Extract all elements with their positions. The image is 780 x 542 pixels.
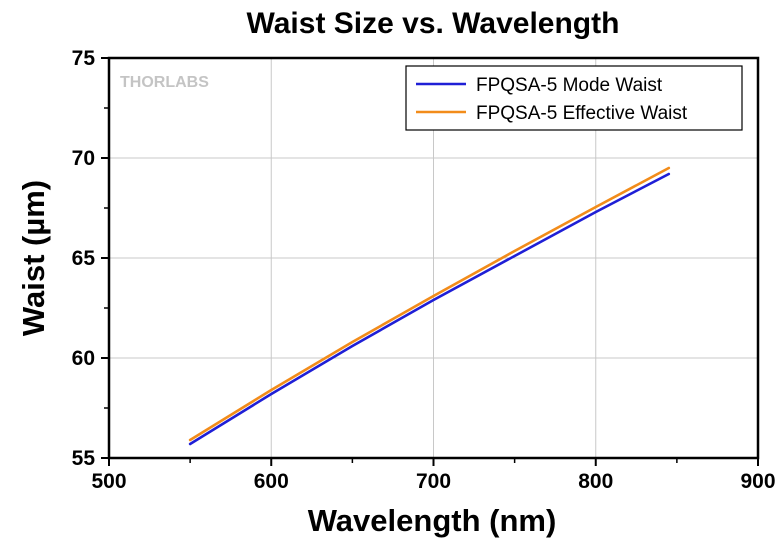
watermark-logo: THORLABS <box>120 74 209 91</box>
x-tick-label: 500 <box>91 470 126 493</box>
axis-ticks: 500 600 700 800 900 55 60 65 70 75 <box>72 47 776 493</box>
x-tick-label: 800 <box>578 470 613 493</box>
y-tick-label: 70 <box>72 147 95 170</box>
chart-title: Waist Size vs. Wavelength <box>247 7 620 40</box>
series-line-2 <box>188 166 671 442</box>
x-tick-label: 700 <box>416 470 451 493</box>
x-tick-label: 900 <box>740 470 775 493</box>
y-tick-label: 65 <box>72 247 96 270</box>
y-tick-label: 60 <box>72 347 95 370</box>
legend-label-2: FPQSA-5 Effective Waist <box>476 103 688 124</box>
y-axis-label: Waist (µm) <box>16 180 51 336</box>
legend: FPQSA-5 Mode Waist FPQSA-5 Effective Wais… <box>405 65 743 131</box>
series-lines <box>188 166 671 446</box>
y-tick-label: 55 <box>72 447 96 470</box>
y-tick-label: 75 <box>72 47 96 70</box>
x-axis-label: Wavelength (nm) <box>308 503 557 538</box>
legend-label-1: FPQSA-5 Mode Waist <box>476 75 663 96</box>
series-line-1 <box>188 172 671 446</box>
legend-box <box>405 65 743 131</box>
x-tick-label: 600 <box>254 470 289 493</box>
thorlabs-watermark: THORLABS <box>120 74 209 91</box>
